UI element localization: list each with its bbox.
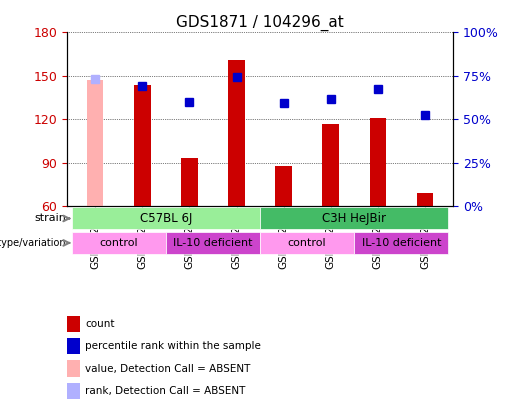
FancyBboxPatch shape (72, 207, 260, 230)
Bar (370, 118, 386, 206)
Bar (228, 60, 245, 206)
FancyBboxPatch shape (260, 232, 354, 254)
Text: percentile rank within the sample: percentile rank within the sample (85, 341, 261, 351)
FancyBboxPatch shape (354, 232, 449, 254)
Bar (87, 80, 104, 206)
Bar (276, 166, 292, 206)
Text: C57BL 6J: C57BL 6J (140, 212, 192, 225)
Text: strain: strain (34, 213, 66, 224)
Text: control: control (288, 238, 327, 248)
Text: IL-10 deficient: IL-10 deficient (173, 238, 253, 248)
Text: value, Detection Call = ABSENT: value, Detection Call = ABSENT (85, 364, 250, 373)
Text: genotype/variation: genotype/variation (0, 238, 66, 248)
Text: IL-10 deficient: IL-10 deficient (362, 238, 441, 248)
Text: rank, Detection Call = ABSENT: rank, Detection Call = ABSENT (85, 386, 245, 396)
Bar (134, 85, 150, 206)
Bar (181, 158, 198, 206)
Text: C3H HeJBir: C3H HeJBir (322, 212, 386, 225)
Bar (417, 193, 433, 206)
Bar (322, 124, 339, 206)
Text: count: count (85, 319, 114, 329)
FancyBboxPatch shape (166, 232, 260, 254)
Text: control: control (99, 238, 138, 248)
FancyBboxPatch shape (72, 232, 166, 254)
FancyBboxPatch shape (260, 207, 449, 230)
Title: GDS1871 / 104296_at: GDS1871 / 104296_at (176, 15, 344, 31)
